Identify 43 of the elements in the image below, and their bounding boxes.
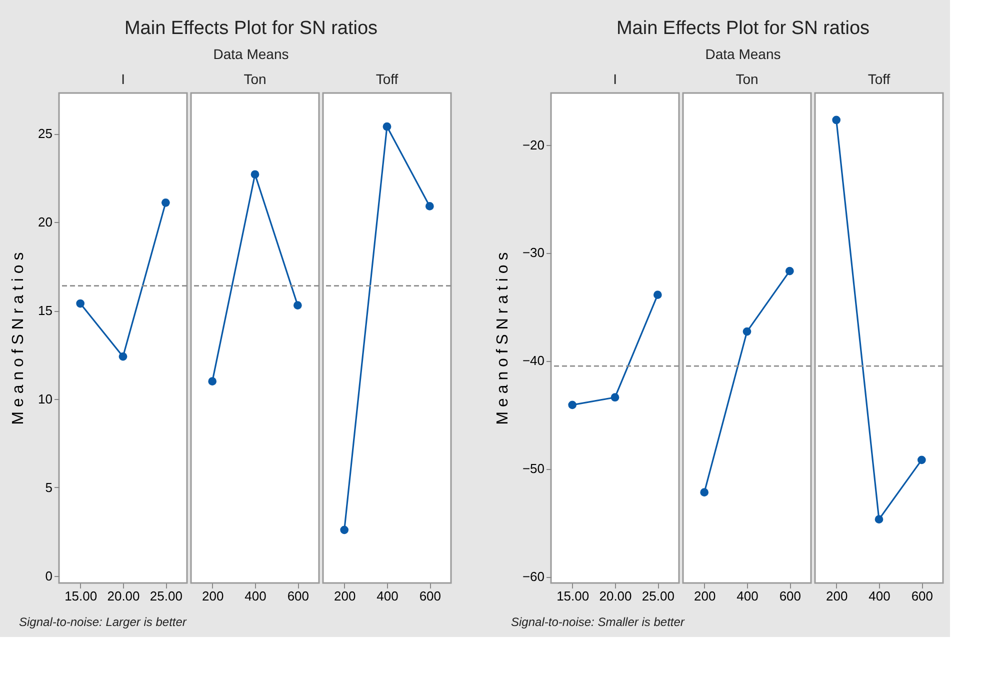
x-tick-label: 200 bbox=[694, 588, 716, 604]
y-tick-label: 0 bbox=[45, 568, 52, 584]
y-tick-label: −40 bbox=[522, 353, 544, 368]
y-tick-label: 5 bbox=[45, 480, 52, 495]
y-tick-label: 20 bbox=[38, 214, 52, 230]
x-tick-label: 200 bbox=[826, 588, 848, 604]
x-tick-label: 15.00 bbox=[64, 588, 98, 604]
text: Main Effects Plot for SN ratios bbox=[616, 18, 870, 39]
y-axis-title: M e a n o f S N r a t i o s bbox=[494, 252, 512, 425]
y-tick-label: −50 bbox=[522, 461, 544, 476]
y-axis-title: M e a n o f S N r a t i o s bbox=[10, 252, 28, 425]
y-tick-label: 25 bbox=[38, 126, 52, 142]
x-tick-label: 600 bbox=[779, 588, 802, 604]
text: Data Means bbox=[705, 46, 781, 62]
x-tick-label: 25.00 bbox=[642, 588, 674, 604]
text: Signal-to-noise: Smaller is better bbox=[511, 615, 686, 629]
y-tick-label: −60 bbox=[522, 569, 544, 584]
y-tick-label: 15 bbox=[38, 303, 52, 318]
text: Data Means bbox=[213, 46, 289, 62]
chart-title: Ton bbox=[244, 71, 266, 87]
x-tick-label: 15.00 bbox=[556, 588, 590, 604]
text: Main Effects Plot for SN ratios bbox=[124, 18, 378, 39]
x-tick-label: 200 bbox=[334, 588, 356, 604]
x-tick-label: 400 bbox=[736, 588, 758, 604]
x-tick-label: 600 bbox=[419, 588, 442, 604]
chart-title: Ton bbox=[736, 71, 758, 87]
chart-title: I bbox=[121, 71, 125, 87]
x-tick-label: 400 bbox=[376, 588, 398, 604]
x-tick-label: 600 bbox=[287, 588, 310, 604]
chart-title: Toff bbox=[376, 71, 398, 87]
x-tick-label: 200 bbox=[202, 588, 224, 604]
x-tick-label: 400 bbox=[244, 588, 266, 604]
x-tick-label: 400 bbox=[868, 588, 890, 604]
y-tick-label: 10 bbox=[38, 392, 52, 407]
x-tick-label: 600 bbox=[911, 588, 934, 604]
x-tick-label: 20.00 bbox=[107, 588, 140, 604]
chart-title: I bbox=[613, 71, 617, 87]
x-tick-label: 20.00 bbox=[599, 588, 632, 604]
text: Signal-to-noise: Larger is better bbox=[19, 615, 188, 629]
x-tick-label: 25.00 bbox=[150, 588, 182, 604]
chart-title: Toff bbox=[868, 71, 890, 87]
y-tick-label: −30 bbox=[522, 245, 544, 260]
y-tick-label: −20 bbox=[522, 137, 544, 152]
